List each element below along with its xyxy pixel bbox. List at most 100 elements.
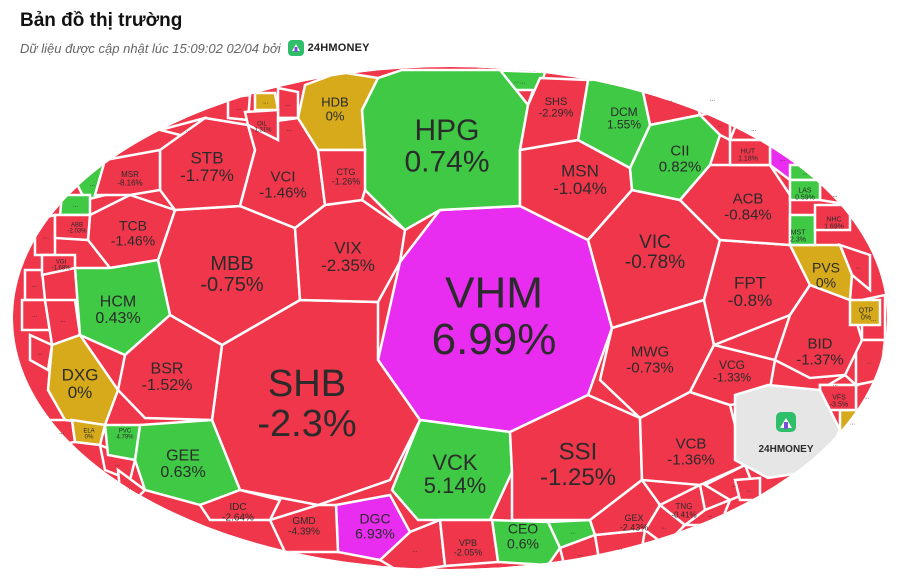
ticker-symbol: HUT: [741, 148, 756, 155]
placeholder-label: ...: [731, 483, 736, 489]
ticker-change: -1.25%: [540, 464, 616, 491]
placeholder-label: ...: [832, 193, 837, 199]
ticker-change: 6.99%: [432, 315, 557, 364]
cell-hut[interactable]: [728, 138, 772, 167]
cell-vpb[interactable]: [438, 518, 500, 568]
cell-qtp[interactable]: [848, 298, 882, 327]
ticker-change: -0.84%: [724, 206, 772, 223]
cell-vgi[interactable]: [40, 253, 77, 277]
cell-abb[interactable]: [53, 213, 92, 242]
cell-las[interactable]: [788, 178, 822, 202]
cell-mst[interactable]: [788, 213, 817, 247]
placeholder-label: ...: [32, 283, 37, 289]
ticker-change: -4.39%: [288, 527, 320, 538]
brand-logo[interactable]: 24HMONEY: [287, 39, 370, 57]
ticker-change: -2.3%: [257, 403, 356, 445]
ticker-change: 1.69%: [824, 224, 844, 231]
ticker-symbol: PVC: [119, 428, 132, 434]
ticker-symbol: TCB: [119, 218, 147, 234]
ticker-symbol: SHS: [545, 96, 568, 108]
ticker-symbol: VFS: [832, 394, 846, 401]
cell-tng[interactable]: [657, 483, 707, 527]
cell-cii[interactable]: [628, 113, 722, 202]
placeholder-label: ...: [286, 127, 291, 133]
placeholder-label: ...: [186, 127, 191, 133]
ticker-symbol: GEE: [166, 447, 200, 464]
ticker-change: 0%: [85, 435, 94, 441]
ticker-symbol: VGI: [56, 259, 67, 265]
ticker-change: -1.46%: [259, 184, 307, 201]
placeholder-label: ...: [412, 548, 417, 554]
ticker-symbol: SHB: [268, 363, 346, 405]
ticker-symbol: VPB: [459, 538, 477, 548]
cell-idc[interactable]: [198, 488, 282, 522]
placeholder-label: ...: [850, 421, 855, 427]
treemap-labels: ........................................…: [32, 79, 877, 559]
ticker-symbol: HCM: [100, 293, 136, 310]
ticker-change: 5.14%: [424, 473, 486, 498]
cell-pvc[interactable]: [103, 423, 142, 462]
cell-msr[interactable]: [93, 148, 162, 197]
ticker-change: -0.78%: [625, 252, 685, 273]
ticker-symbol: BID: [807, 336, 832, 353]
placeholder-label: ...: [127, 486, 132, 492]
ticker-symbol: FPT: [734, 273, 766, 292]
ticker-change: 0.82%: [659, 158, 702, 175]
ticker-symbol: DXG: [62, 365, 99, 384]
ticker-symbol: HPG: [414, 114, 479, 147]
placeholder-label: ...: [617, 546, 622, 552]
ticker-change: 1.55%: [607, 117, 641, 131]
ticker-symbol: DGC: [359, 511, 390, 527]
ticker-symbol: SSI: [559, 439, 598, 466]
ticker-symbol: MBB: [210, 253, 253, 275]
placeholder-label: ...: [285, 102, 290, 108]
ticker-change: -1.52%: [142, 377, 193, 394]
cell-gmd[interactable]: [268, 503, 340, 554]
ticker-symbol: VCG: [719, 358, 745, 372]
ticker-symbol: HDB: [321, 95, 348, 110]
ticker-change: -0.8%: [728, 291, 772, 310]
placeholder-label: ...: [520, 80, 525, 86]
placeholder-label: ...: [746, 488, 751, 494]
cell-oil[interactable]: [243, 108, 280, 143]
ticker-symbol: LAS: [798, 187, 812, 194]
ticker-symbol: VHM: [445, 269, 543, 318]
ticker-symbol: IDC: [229, 502, 246, 513]
ticker-symbol: MST: [791, 229, 807, 236]
placeholder-label: ...: [802, 171, 807, 177]
ticker-symbol: BSR: [151, 360, 184, 377]
placeholder-label: ...: [707, 513, 712, 519]
ticker-symbol: MWG: [631, 344, 669, 361]
ticker-change: -1.37%: [796, 351, 844, 368]
brand-icon: [287, 40, 304, 56]
cell-ela[interactable]: [70, 418, 107, 447]
cell-pvs[interactable]: [787, 243, 854, 302]
placeholder-cell[interactable]: [28, 333, 54, 372]
ticker-change: 0.59%: [795, 195, 815, 202]
ticker-change: 4.79%: [116, 435, 134, 441]
cell-shs[interactable]: [518, 76, 590, 152]
placeholder-label: ...: [871, 317, 876, 323]
placeholder-label: ...: [236, 106, 241, 112]
ticker-change: 0.63%: [160, 464, 205, 481]
ticker-symbol: CTG: [337, 167, 356, 177]
placeholder-label: ...: [661, 524, 666, 530]
cell-nhc[interactable]: [813, 203, 852, 232]
ticker-change: -3.5%: [830, 402, 848, 409]
placeholder-label: ...: [60, 318, 65, 324]
ticker-symbol: CII: [670, 143, 689, 160]
placeholder-label: ...: [42, 234, 47, 240]
placeholder-label: ...: [710, 97, 715, 103]
cell-gex[interactable]: [588, 478, 662, 537]
ticker-symbol: VIC: [639, 232, 671, 253]
placeholder-label: ...: [263, 100, 268, 106]
ticker-symbol: CEO: [508, 521, 538, 537]
cell-ctg[interactable]: [316, 148, 367, 207]
ticker-symbol: MSR: [121, 170, 139, 179]
ticker-change: -1.31%: [252, 128, 272, 134]
ticker-change: -2.03%: [67, 229, 87, 235]
ticker-symbol: QTP: [859, 307, 874, 314]
ticker-change: 0.43%: [95, 310, 140, 327]
ticker-change: 0%: [326, 108, 345, 123]
